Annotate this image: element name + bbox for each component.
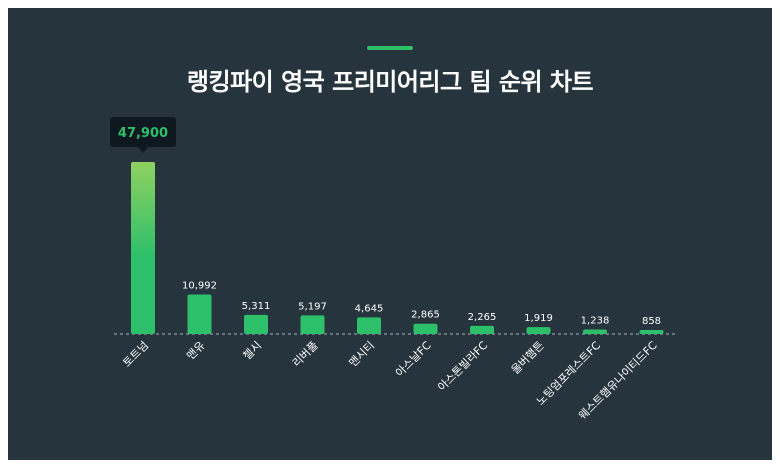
bar-1[interactable] xyxy=(187,294,212,334)
x-tick-label-3: 리버풀 xyxy=(290,339,321,370)
bar-4[interactable] xyxy=(357,317,381,334)
data-label-7: 1,919 xyxy=(524,313,553,324)
x-tick-label-4: 맨시티 xyxy=(346,339,377,370)
tooltip-value-label: 47,900 xyxy=(118,126,168,141)
x-tick-label-0: 토트넘 xyxy=(120,339,151,370)
bar-5[interactable] xyxy=(413,323,438,334)
chart-title: 랭킹파이 영국 프리미어리그 팀 순위 차트 xyxy=(186,68,594,96)
bar-2[interactable] xyxy=(244,314,268,334)
x-tick-label-1: 맨유 xyxy=(184,339,208,363)
bar-9[interactable] xyxy=(639,330,664,334)
tooltip-pointer xyxy=(138,147,148,153)
data-label-5: 2,865 xyxy=(411,310,440,321)
data-label-1: 10,992 xyxy=(182,281,217,292)
data-label-2: 5,311 xyxy=(242,301,271,312)
bar-3[interactable] xyxy=(300,315,325,334)
x-tick-label-6: 아스톤빌라FC xyxy=(435,339,490,394)
data-label-6: 2,265 xyxy=(468,312,497,323)
data-label-4: 4,645 xyxy=(355,303,384,314)
bar-0[interactable] xyxy=(131,162,155,334)
title-accent-bar xyxy=(367,46,413,50)
value-tooltip xyxy=(110,117,176,147)
data-label-9: 858 xyxy=(642,316,661,327)
bar-7[interactable] xyxy=(526,327,551,334)
bar-8[interactable] xyxy=(583,329,607,334)
data-label-8: 1,238 xyxy=(581,316,610,327)
x-tick-label-5: 아스날FC xyxy=(393,339,434,380)
data-label-3: 5,197 xyxy=(298,301,327,312)
x-tick-label-7: 울버햄튼 xyxy=(509,339,547,377)
x-tick-label-2: 첼시 xyxy=(241,339,265,363)
bar-6[interactable] xyxy=(470,325,494,334)
